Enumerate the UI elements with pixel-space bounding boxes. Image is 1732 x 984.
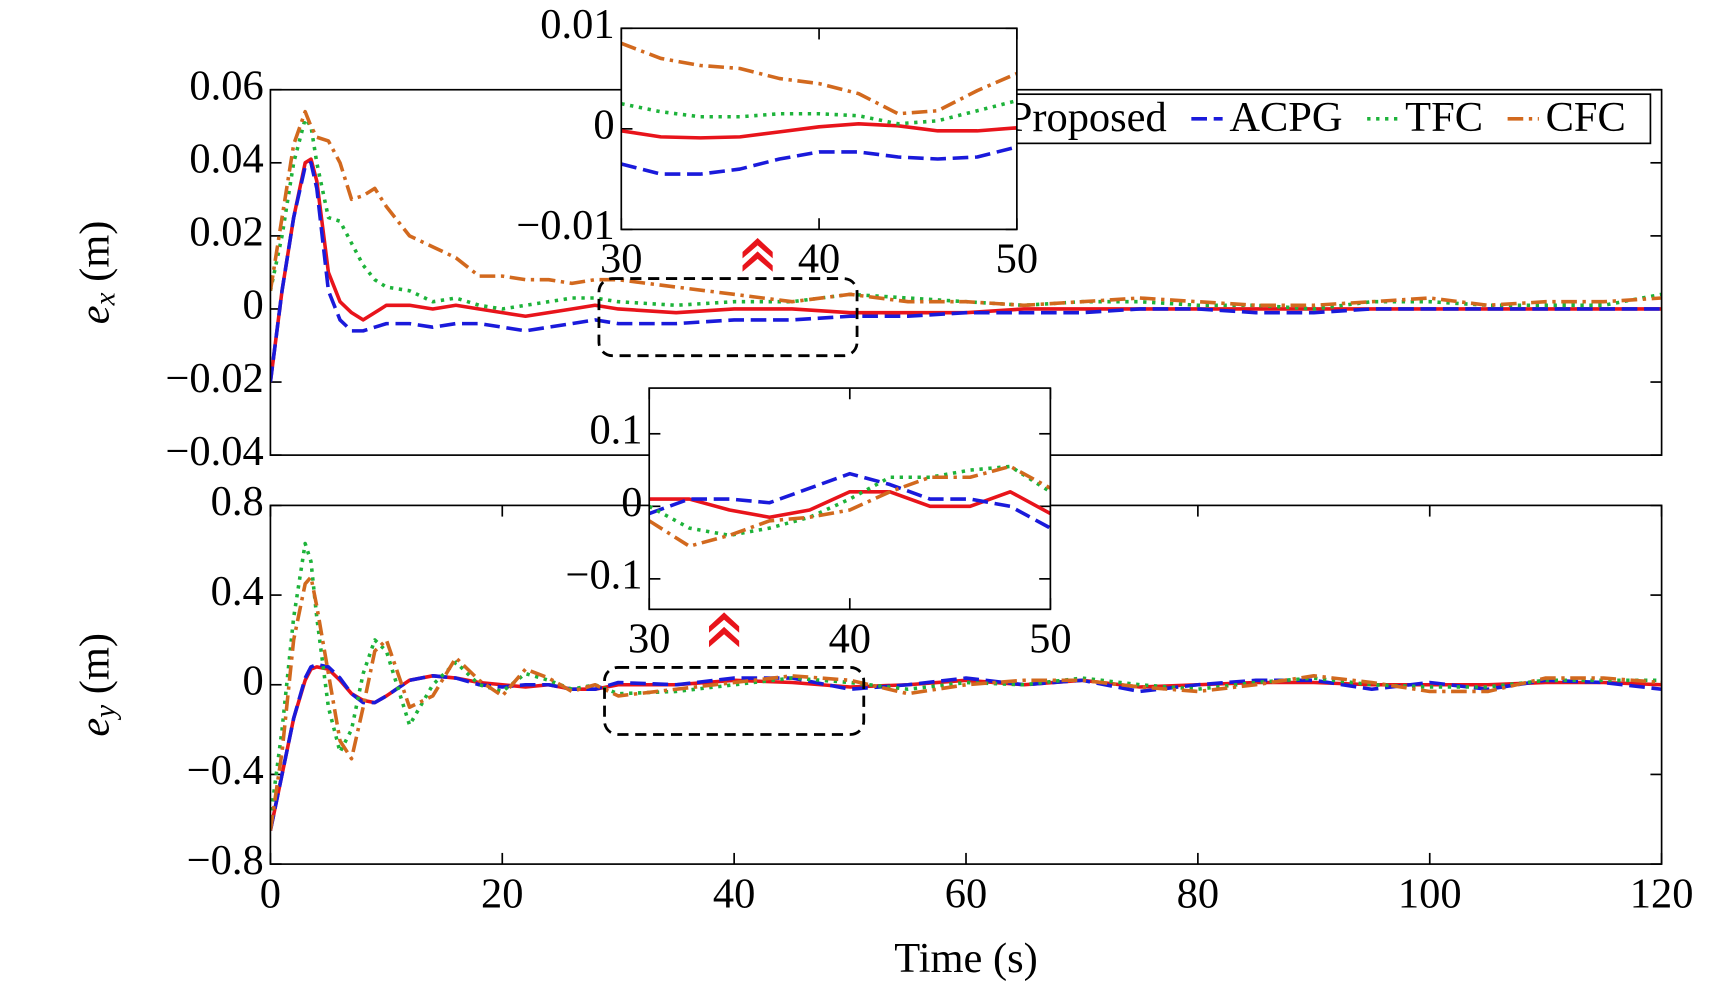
series-group (270, 109, 1662, 383)
x-tick-label: 100 (1398, 870, 1462, 917)
plot-frame (620, 27, 1018, 231)
series-line (621, 41, 1017, 116)
x-tick-label: 50 (996, 236, 1038, 283)
y-tick-label: −0.1 (566, 552, 643, 599)
x-tick-label: 80 (1177, 870, 1219, 917)
chevron (707, 610, 741, 636)
legend-box (963, 93, 1652, 145)
x-tick-label: 30 (600, 236, 642, 283)
x-tick-label: 20 (481, 870, 523, 917)
chevron (741, 236, 774, 261)
zoom-region (597, 277, 859, 358)
y-label-symbol: e (71, 718, 118, 737)
series-line (649, 464, 1051, 538)
y-axis-label: ey (m) (71, 633, 121, 737)
y-tick-label: 0 (621, 479, 642, 526)
chevron (741, 249, 774, 275)
series-line (621, 98, 1017, 126)
top-inset: −0.01 0 0.01 30 40 50 (516, 1, 1038, 283)
y-tick-label: 0.06 (189, 62, 263, 109)
y-tick-label: −0.4 (187, 747, 264, 794)
y-tick-label: 0 (242, 658, 263, 705)
x-tick-label: 120 (1630, 870, 1694, 917)
y-tick-label: 0.02 (189, 209, 263, 256)
y-label-subscript: y (89, 705, 121, 721)
legend-label: TFC (1405, 94, 1483, 141)
x-tick-label: 40 (798, 236, 840, 283)
zoom-region (603, 666, 866, 736)
series-group (270, 541, 1662, 831)
series-group (621, 41, 1017, 176)
series-line (621, 145, 1017, 176)
chevron (707, 625, 741, 650)
y-tick-label: 0.4 (211, 568, 264, 615)
legend-label: Proposed (1009, 94, 1167, 141)
series-line (270, 157, 1662, 383)
y-label-symbol: e (71, 305, 118, 324)
y-tick-label: 0 (593, 102, 614, 149)
series-line (621, 122, 1017, 140)
plot-frame (648, 387, 1052, 611)
y-tick-label: −0.8 (187, 837, 264, 884)
series-line (649, 471, 1051, 530)
plot-background (621, 28, 1017, 230)
series-line (270, 117, 1662, 311)
series-line (270, 541, 1662, 820)
y-label-subscript: x (89, 292, 121, 306)
legend-label: ACPG (1229, 94, 1342, 141)
y-tick-label: 0.01 (540, 1, 614, 48)
series-line (270, 575, 1662, 831)
x-tick-label: 40 (829, 616, 871, 663)
bottom-plot: −0.8 −0.4 0 0.4 0.8 0 20 40 60 80 100 120 ey (m) Time… (71, 478, 1693, 982)
y-label-unit: (m) (71, 633, 118, 694)
legend: Proposed ACPG TFC CFC (963, 93, 1652, 145)
x-tick-label: 30 (628, 616, 670, 663)
y-label-space (71, 282, 118, 293)
legend-label: CFC (1546, 94, 1626, 141)
x-axis-label: Time (s) (894, 935, 1038, 982)
y-label-space (71, 694, 118, 705)
x-tick-label: 0 (260, 870, 281, 917)
x-tick-label: 60 (945, 870, 987, 917)
zoom-arrows (707, 236, 774, 650)
y-axis-label: ex (m) (71, 221, 121, 325)
y-tick-label: −0.01 (516, 202, 614, 249)
y-tick-label: 0.04 (189, 136, 263, 183)
series-line (270, 665, 1662, 831)
y-tick-label: 0 (242, 282, 263, 329)
y-tick-label: 0.8 (211, 478, 264, 525)
y-tick-label: −0.02 (165, 355, 263, 402)
y-tick-label: 0.1 (589, 407, 642, 454)
bottom-inset: −0.1 0 0.1 30 40 50 (566, 387, 1072, 663)
series-line (649, 464, 1051, 548)
x-tick-label: 50 (1029, 616, 1071, 663)
y-label-unit: (m) (71, 221, 118, 282)
x-tick-label: 40 (713, 870, 755, 917)
series-line (270, 109, 1662, 308)
series-line (270, 161, 1662, 383)
series-group (649, 464, 1051, 548)
y-tick-label: −0.04 (165, 428, 263, 475)
